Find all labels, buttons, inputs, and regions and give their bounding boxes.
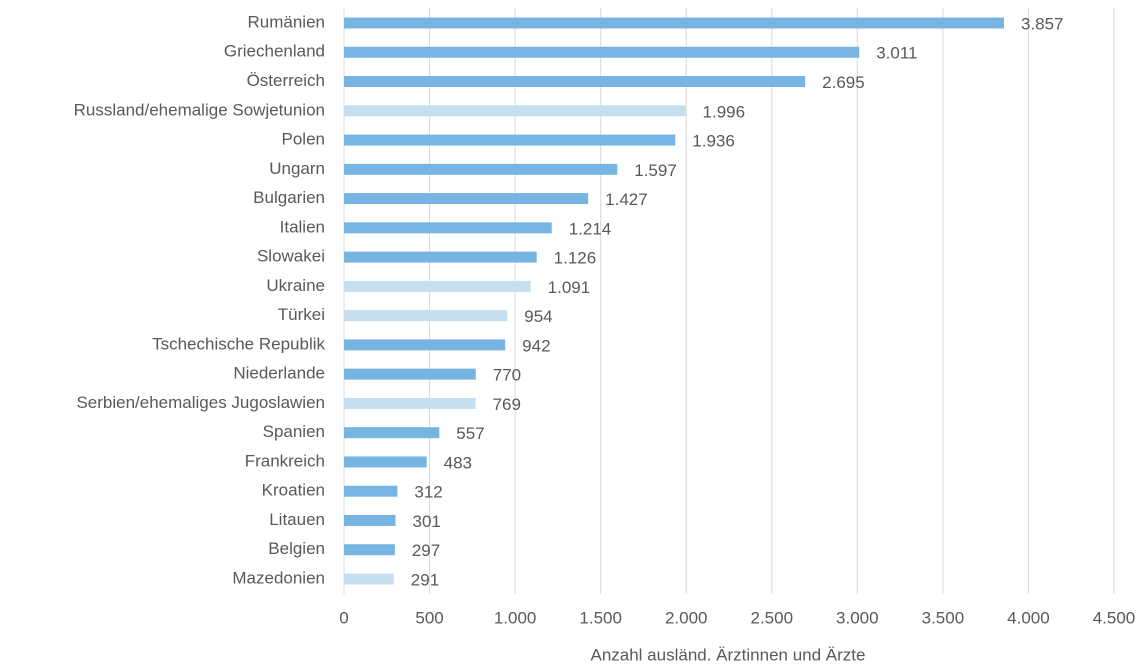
- x-tick-label: 0: [339, 608, 348, 627]
- bar: [344, 573, 394, 585]
- y-tick-label: Rumänien: [248, 12, 326, 31]
- value-label: 3.011: [876, 44, 917, 63]
- value-label: 483: [444, 453, 472, 472]
- value-label: 770: [493, 366, 521, 385]
- bar: [344, 427, 440, 439]
- value-label: 1.214: [569, 219, 612, 238]
- y-tick-label: Italien: [280, 217, 325, 236]
- y-tick-label: Türkei: [278, 305, 325, 324]
- y-tick-label: Belgien: [268, 539, 325, 558]
- y-tick-label: Kroatien: [262, 481, 325, 500]
- value-label: 297: [412, 541, 440, 560]
- y-tick-label: Frankreich: [245, 451, 325, 470]
- y-tick-label: Mazedonien: [232, 568, 325, 587]
- bar: [344, 222, 552, 234]
- value-label: 1.091: [548, 278, 591, 297]
- bar: [344, 456, 427, 468]
- bar: [344, 544, 395, 556]
- y-tick-label: Österreich: [247, 71, 325, 90]
- bar: [344, 134, 676, 146]
- value-label: 557: [456, 424, 484, 443]
- x-tick-label: 3.500: [922, 608, 965, 627]
- y-tick-label: Ukraine: [266, 276, 325, 295]
- x-tick-label: 3.000: [836, 608, 879, 627]
- y-tick-label: Niederlande: [233, 364, 325, 383]
- value-label: 769: [493, 395, 521, 414]
- bar: [344, 310, 508, 322]
- bar: [344, 46, 860, 58]
- bar: [344, 368, 476, 380]
- bar: [344, 193, 589, 205]
- x-axis-label: Anzahl ausländ. Ärztinnen und Ärzte: [590, 645, 865, 664]
- y-tick-label: Litauen: [269, 510, 325, 529]
- x-tick-label: 1.500: [579, 608, 622, 627]
- x-tick-label: 2.500: [751, 608, 794, 627]
- bar: [344, 251, 537, 263]
- y-tick-label: Ungarn: [269, 159, 325, 178]
- y-tick-label: Serbien/ehemaliges Jugoslawien: [76, 393, 325, 412]
- value-label: 1.427: [605, 190, 648, 209]
- value-label: 1.126: [554, 249, 597, 268]
- x-tick-label: 4.500: [1093, 608, 1136, 627]
- bar: [344, 76, 806, 88]
- bar: [344, 280, 531, 292]
- y-tick-label: Spanien: [263, 422, 325, 441]
- bar: [344, 514, 396, 526]
- x-tick-label: 4.000: [1007, 608, 1050, 627]
- value-label: 312: [414, 483, 442, 502]
- value-label: 3.857: [1021, 14, 1064, 33]
- value-label: 301: [413, 512, 441, 531]
- bar: [344, 105, 686, 117]
- y-tick-label: Polen: [282, 130, 325, 149]
- y-tick-label: Slowakei: [257, 247, 325, 266]
- bar: [344, 163, 618, 175]
- y-tick-label: Russland/ehemalige Sowjetunion: [74, 100, 325, 119]
- value-label: 942: [522, 336, 550, 355]
- bar: [344, 339, 506, 351]
- x-tick-label: 500: [415, 608, 443, 627]
- value-label: 1.936: [692, 132, 735, 151]
- value-label: 1.597: [634, 161, 677, 180]
- bar: [344, 17, 1004, 29]
- x-tick-label: 2.000: [665, 608, 708, 627]
- value-label: 291: [411, 570, 439, 589]
- value-label: 2.695: [822, 73, 865, 92]
- y-tick-label: Tschechische Republik: [152, 334, 325, 353]
- y-tick-label: Griechenland: [224, 42, 325, 61]
- bar: [344, 397, 476, 409]
- bar: [344, 485, 398, 497]
- y-tick-label: Bulgarien: [253, 188, 325, 207]
- x-tick-label: 1.000: [494, 608, 537, 627]
- value-label: 954: [524, 307, 552, 326]
- value-label: 1.996: [703, 102, 746, 121]
